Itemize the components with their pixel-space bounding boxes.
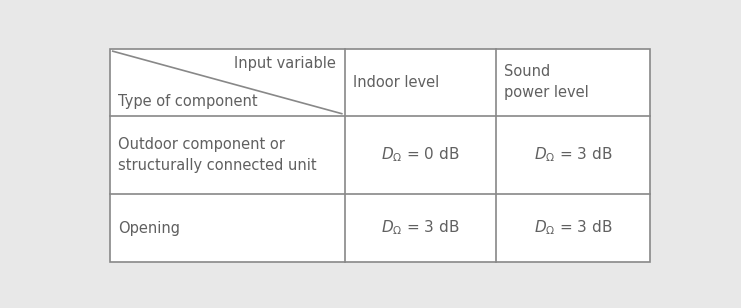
- Text: $D_{\Omega}$ = 3 dB: $D_{\Omega}$ = 3 dB: [381, 219, 459, 237]
- Text: $D_{\Omega}$ = 3 dB: $D_{\Omega}$ = 3 dB: [534, 219, 612, 237]
- Text: Type of component: Type of component: [119, 94, 258, 109]
- Text: Sound
power level: Sound power level: [505, 64, 589, 100]
- Text: Indoor level: Indoor level: [353, 75, 439, 90]
- Text: Opening: Opening: [119, 221, 181, 236]
- Text: $D_{\Omega}$ = 3 dB: $D_{\Omega}$ = 3 dB: [534, 146, 612, 164]
- Text: $D_{\Omega}$ = 0 dB: $D_{\Omega}$ = 0 dB: [381, 146, 459, 164]
- Text: Outdoor component or
structurally connected unit: Outdoor component or structurally connec…: [119, 137, 317, 173]
- Bar: [110, 49, 650, 262]
- Text: Input variable: Input variable: [234, 56, 336, 71]
